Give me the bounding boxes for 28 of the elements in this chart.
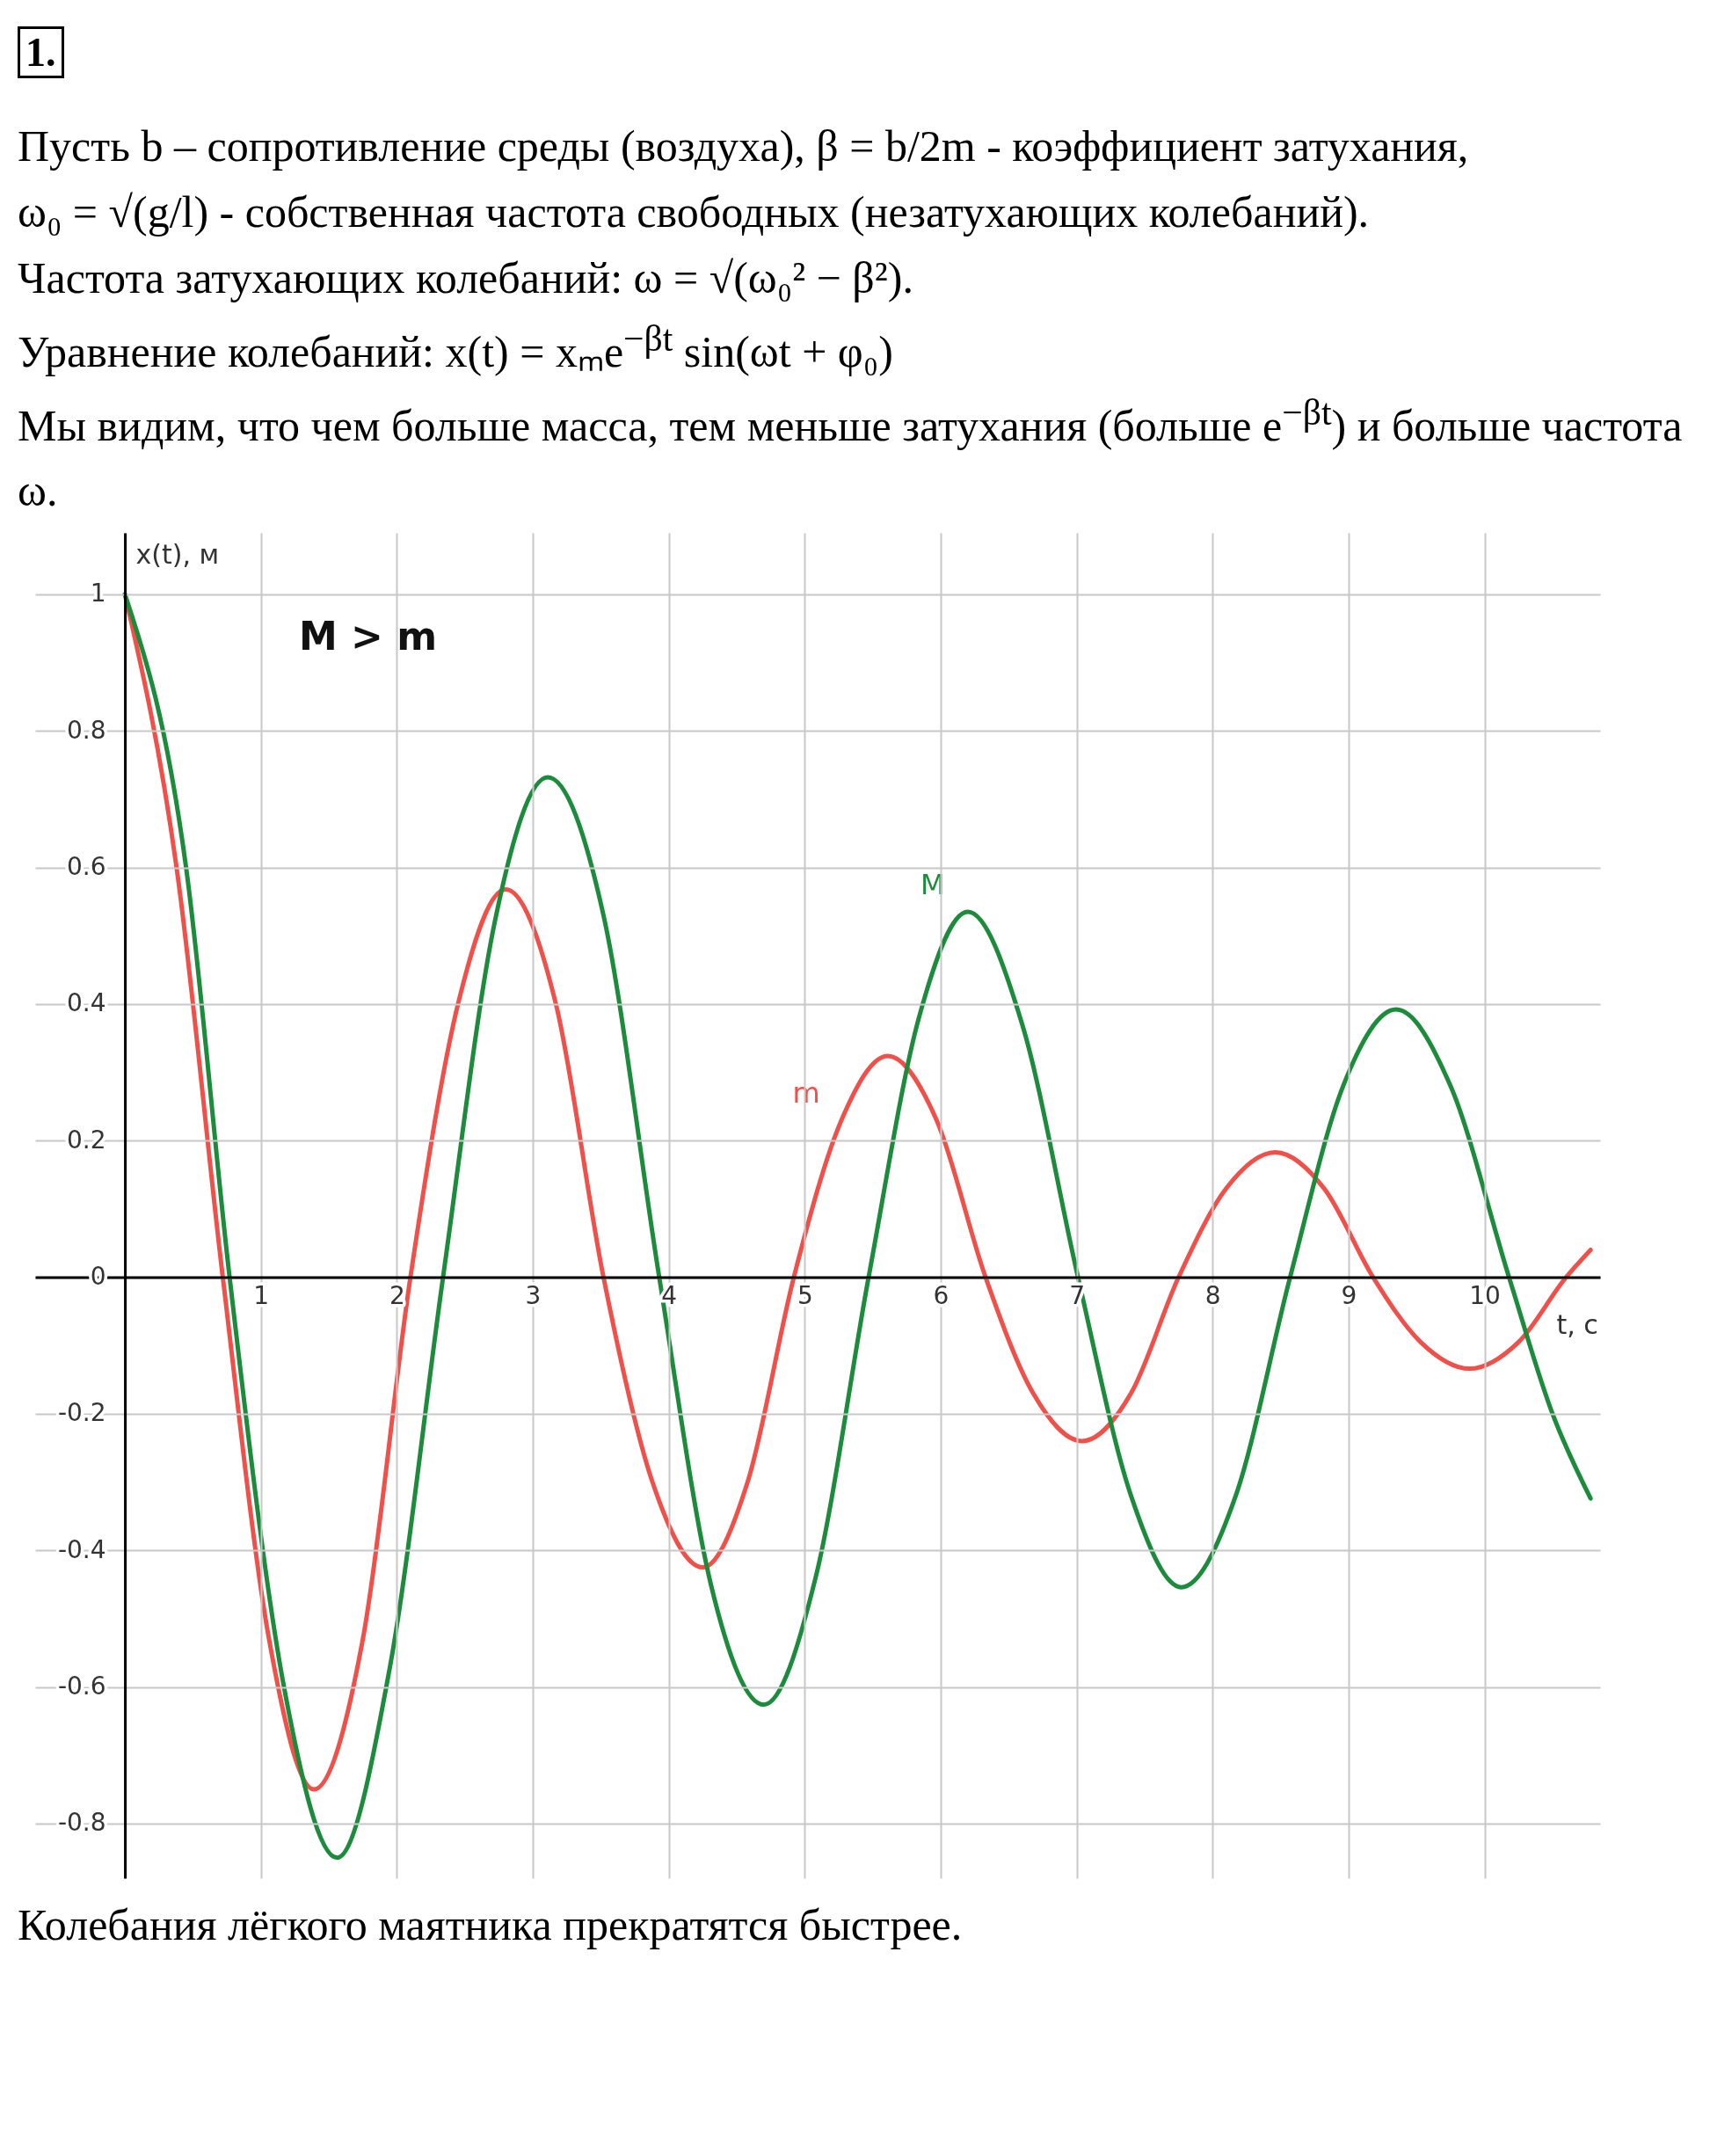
x-tick-label: 9	[1341, 1281, 1357, 1311]
y-axis-title: x(t), м	[135, 538, 220, 570]
y-tick-label: 0.8	[67, 716, 106, 746]
chart-title: 1.	[18, 26, 64, 78]
text: Мы видим, что чем больше масса, тем меньше затухания (больше e$^{−βt}$) и больше частота ω.	[18, 391, 1683, 516]
y-tick-label: -0.6	[57, 1672, 106, 1701]
x-tick-label: 8	[1204, 1281, 1221, 1311]
y-tick-label: 0.6	[67, 852, 106, 882]
y-tick-label: 0.4	[67, 988, 106, 1018]
text: ω₀ = √(g/l) - собственная частота свободных (незатухающих колебаний).	[18, 186, 1371, 238]
y-tick-label: 1	[90, 579, 106, 608]
x-tick-label: 10	[1469, 1281, 1501, 1311]
annotation: M > m	[299, 614, 438, 659]
x-tick-label: 6	[933, 1281, 950, 1311]
series-label: m	[792, 1076, 820, 1111]
y-tick-label: -0.8	[57, 1808, 106, 1838]
x-axis-title: t, c	[1556, 1309, 1598, 1341]
text: Колебания лёгкого маятника прекратятся быстрее.	[18, 1899, 964, 1952]
text: Частота затухающих колебаний: ω = √(ω₀² − β²).	[18, 252, 914, 304]
text: Уравнение колебаний: x(t) = xₘe$^{−βt}$ sin(ωt + φ₀)	[18, 317, 894, 378]
x-tick-label: 3	[525, 1281, 542, 1311]
x-tick-label: 2	[389, 1281, 405, 1311]
y-tick-label: 0.2	[67, 1125, 106, 1155]
text: Пусть b – сопротивление среды (воздуха), β = b/2m - коэффициент затухания,	[18, 120, 1470, 172]
y-tick-label: -0.4	[57, 1535, 106, 1565]
x-tick-label: 5	[797, 1281, 813, 1311]
y-tick-label: -0.2	[57, 1398, 106, 1428]
x-tick-label: 1	[253, 1281, 270, 1311]
